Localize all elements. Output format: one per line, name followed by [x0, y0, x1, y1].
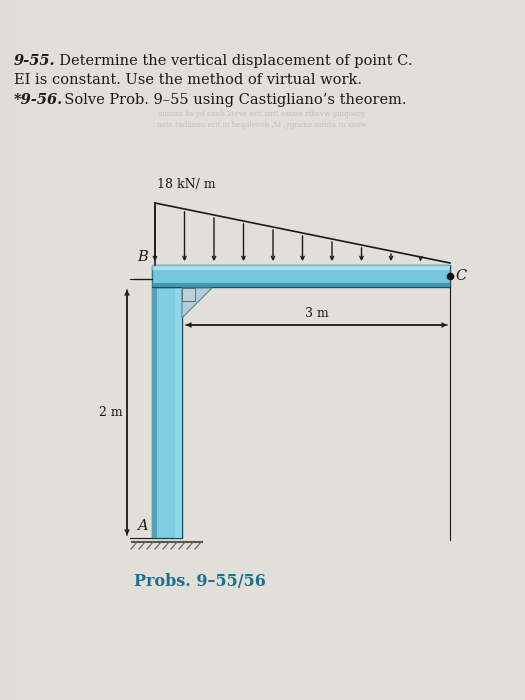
- Text: Probs. 9–55/56: Probs. 9–55/56: [134, 573, 266, 591]
- Bar: [17, 0, 18, 700]
- Bar: [0, 30, 525, 31]
- Text: 2 m: 2 m: [99, 406, 123, 419]
- Text: *9-56.: *9-56.: [14, 93, 63, 107]
- Text: Determine the vertical displacement of point C.: Determine the vertical displacement of p…: [50, 54, 413, 68]
- Bar: [13, 0, 14, 700]
- Bar: [0, 25, 525, 26]
- Polygon shape: [152, 283, 450, 287]
- Bar: [15, 0, 16, 700]
- Bar: [0, 19, 525, 20]
- Bar: [22, 0, 23, 700]
- Text: C: C: [455, 269, 466, 283]
- Bar: [9, 0, 10, 700]
- Bar: [24, 0, 25, 700]
- Bar: [0, 22, 525, 23]
- Bar: [0, 29, 525, 30]
- Bar: [0, 36, 525, 37]
- Polygon shape: [152, 287, 182, 538]
- Bar: [0, 0, 1, 700]
- Bar: [11, 0, 12, 700]
- Bar: [0, 23, 525, 24]
- Text: EI is constant. Use the method of virtual work.: EI is constant. Use the method of virtua…: [14, 73, 362, 87]
- Bar: [2, 0, 3, 700]
- Bar: [12, 0, 13, 700]
- Bar: [0, 24, 525, 25]
- Bar: [18, 0, 19, 700]
- Bar: [0, 32, 525, 33]
- Bar: [0, 28, 525, 29]
- Text: amsins lis yd enob 2teve erit isrit estate ribevw gniqoorg: amsins lis yd enob 2teve erit isrit esta…: [159, 110, 366, 118]
- Bar: [5, 0, 6, 700]
- Bar: [0, 37, 525, 38]
- Bar: [23, 0, 24, 700]
- Bar: [25, 0, 26, 700]
- Text: B: B: [137, 250, 148, 264]
- Polygon shape: [152, 265, 450, 287]
- Polygon shape: [182, 288, 195, 301]
- Bar: [4, 0, 5, 700]
- Bar: [0, 21, 525, 22]
- Bar: [19, 0, 20, 700]
- Bar: [1, 0, 2, 700]
- Bar: [10, 0, 11, 700]
- Text: 9-55.: 9-55.: [14, 54, 56, 68]
- Bar: [7, 0, 8, 700]
- Polygon shape: [152, 265, 450, 270]
- Bar: [6, 0, 7, 700]
- Text: 18 kN/ m: 18 kN/ m: [157, 178, 216, 191]
- Bar: [8, 0, 9, 700]
- Polygon shape: [152, 270, 450, 283]
- Bar: [29, 0, 30, 700]
- Bar: [16, 0, 17, 700]
- Text: Solve Prob. 9–55 using Castigliano’s theorem.: Solve Prob. 9–55 using Castigliano’s the…: [55, 93, 406, 107]
- Text: 3 m: 3 m: [304, 307, 328, 320]
- Bar: [0, 34, 525, 35]
- Bar: [0, 27, 525, 28]
- Bar: [27, 0, 28, 700]
- Bar: [0, 38, 525, 39]
- Polygon shape: [175, 287, 182, 538]
- Bar: [0, 33, 525, 34]
- Bar: [0, 31, 525, 32]
- Bar: [20, 0, 21, 700]
- Bar: [0, 26, 525, 27]
- Bar: [28, 0, 29, 700]
- Bar: [0, 20, 525, 21]
- Bar: [14, 0, 15, 700]
- Bar: [0, 35, 525, 36]
- Bar: [21, 0, 22, 700]
- Bar: [26, 0, 27, 700]
- Polygon shape: [182, 288, 212, 318]
- Bar: [3, 0, 4, 700]
- Text: A: A: [138, 519, 148, 533]
- Polygon shape: [152, 287, 157, 538]
- Text: nein radimon erit ni beqolevob ,M ,ygnene mreta to xoow: nein radimon erit ni beqolevob ,M ,ygnen…: [157, 121, 367, 129]
